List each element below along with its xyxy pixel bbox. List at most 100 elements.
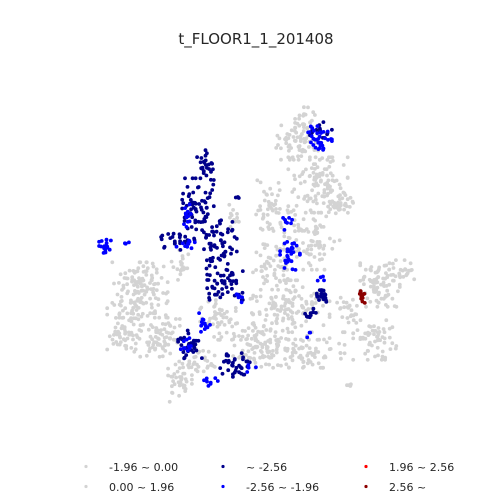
data-point: [290, 241, 295, 246]
data-point: [154, 267, 159, 272]
data-point: [203, 190, 208, 195]
data-point: [291, 341, 296, 346]
data-point: [310, 188, 314, 193]
data-point: [290, 301, 295, 306]
data-point: [351, 297, 355, 302]
data-point: [177, 393, 182, 398]
data-point: [123, 343, 127, 348]
data-point: [177, 323, 182, 328]
data-point: [172, 372, 177, 376]
data-point: [164, 335, 169, 339]
data-point: [171, 265, 176, 269]
data-point: [269, 201, 274, 206]
data-point: [176, 278, 180, 282]
data-point: [402, 258, 407, 262]
data-point: [306, 358, 311, 362]
data-point: [290, 217, 294, 222]
data-point: [244, 337, 249, 342]
data-point: [199, 207, 204, 212]
data-point: [253, 325, 258, 330]
data-point: [291, 250, 296, 255]
data-point: [315, 131, 320, 136]
data-point: [140, 278, 145, 283]
data-point: [260, 269, 264, 273]
data-point: [132, 278, 137, 283]
data-point: [190, 373, 194, 377]
data-point: [301, 267, 306, 272]
data-point: [222, 323, 227, 327]
data-point: [373, 354, 377, 359]
data-point: [327, 299, 332, 304]
data-point: [302, 148, 306, 153]
data-point: [279, 304, 284, 309]
data-point: [213, 292, 217, 297]
data-point: [345, 383, 349, 388]
data-point: [338, 306, 343, 310]
data-point: [286, 204, 291, 209]
data-point: [201, 317, 206, 322]
data-point: [304, 167, 308, 172]
data-point: [274, 321, 279, 326]
data-point: [138, 260, 143, 265]
data-point: [171, 231, 176, 236]
data-point: [262, 189, 266, 194]
data-point: [182, 346, 186, 350]
data-point: [199, 305, 204, 310]
data-point: [224, 315, 229, 320]
data-point: [166, 342, 171, 347]
data-point: [371, 287, 376, 292]
data-point: [205, 258, 209, 263]
data-point: [211, 255, 215, 260]
data-point: [219, 335, 224, 339]
data-point: [230, 286, 234, 291]
data-point: [246, 349, 251, 354]
data-point: [160, 354, 165, 359]
data-point: [171, 337, 176, 342]
data-point: [267, 301, 272, 306]
data-point: [294, 203, 299, 208]
data-point: [283, 346, 288, 351]
data-point: [318, 130, 323, 135]
data-point: [115, 292, 120, 297]
data-point: [289, 315, 294, 319]
data-point: [372, 284, 376, 288]
data-point: [139, 329, 144, 333]
data-point: [286, 136, 291, 141]
data-point: [363, 267, 368, 272]
data-point: [233, 321, 238, 326]
data-point: [368, 279, 373, 284]
data-point: [341, 300, 346, 304]
data-point: [204, 235, 209, 240]
data-point: [246, 326, 251, 330]
data-point: [153, 311, 158, 316]
data-point: [408, 261, 413, 266]
data-point: [260, 216, 265, 221]
data-point: [146, 327, 151, 332]
data-point: [286, 155, 291, 160]
data-point: [236, 196, 241, 200]
data-point: [180, 241, 185, 246]
data-point: [391, 266, 396, 270]
data-point: [346, 210, 350, 215]
data-point: [271, 300, 276, 305]
data-point: [207, 296, 212, 300]
data-point: [376, 337, 381, 342]
data-point: [224, 285, 229, 290]
data-point: [138, 354, 143, 359]
data-point: [262, 262, 267, 267]
data-point: [381, 280, 386, 285]
data-point: [112, 303, 117, 307]
data-point: [290, 358, 295, 363]
data-point: [367, 324, 372, 328]
data-point: [305, 247, 310, 252]
data-point: [187, 202, 192, 207]
data-point: [347, 205, 352, 209]
data-point: [338, 295, 343, 300]
data-point: [199, 156, 204, 160]
data-point: [220, 232, 225, 237]
data-point: [226, 358, 231, 363]
data-point: [321, 120, 326, 124]
data-point: [197, 202, 202, 206]
data-point: [348, 195, 353, 200]
data-point: [350, 199, 355, 204]
